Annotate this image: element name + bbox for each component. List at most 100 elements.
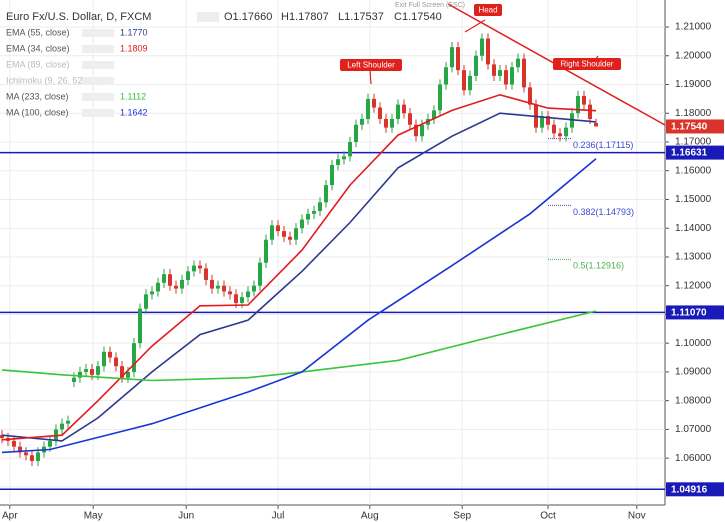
candle-body [209,279,214,289]
candle-body [461,70,466,91]
price-label: 1.11070 [671,308,707,319]
candle-body [377,107,382,119]
candle-body [329,164,334,186]
candle-body [407,113,412,125]
candle-body [575,95,580,114]
fib-label: 0.382(1.14793) [573,207,634,217]
candle-body [233,294,238,303]
candle-body [269,225,274,240]
candle-body [47,440,52,447]
head-pointer [464,19,486,33]
last-price-label: 1.17540 [671,122,708,133]
candle-body [593,123,598,127]
ohlc-high: H1.17807 [281,11,329,23]
candle-body [161,274,166,283]
candle-body [311,210,316,214]
annotation-box [340,59,402,71]
x-tick-label: Sep [453,511,471,522]
candle-body [491,64,496,76]
candle-body [215,285,220,289]
candle-body [113,357,118,367]
candle-body [467,75,472,91]
candle-body [203,268,208,280]
candle-body [437,84,442,111]
candle-body [149,291,154,295]
left-shoulder-pointer [369,69,372,85]
candle-body [257,262,262,286]
legend-name: EMA (89, close) [6,59,70,69]
candle-body [35,452,40,462]
y-tick-label: 1.14000 [675,223,712,234]
candle-body [143,294,148,309]
price-label-box [666,145,724,160]
legend-value: 1.1809 [120,43,148,53]
candle-body [413,124,418,137]
candle-body [107,351,112,358]
candle-body [11,440,16,447]
candle-body [227,291,232,295]
annotation: Right Shoulder [561,60,614,69]
legend-name: Ichimoku (9, 26, 52, 26) [6,75,101,85]
y-tick-label: 1.16000 [675,165,712,176]
legend-icons [82,29,114,37]
candle-body [359,118,364,125]
candle-body [191,265,196,272]
candle-body [305,213,310,220]
legend-icons [82,45,114,53]
legend-value: 1.1642 [120,107,148,117]
candle-body [263,239,268,263]
legend-name: MA (100, close) [6,107,69,117]
candle-body [563,127,568,137]
y-tick-label: 1.19000 [675,79,712,90]
y-tick-label: 1.12000 [675,280,712,291]
y-tick-label: 1.17000 [675,137,712,148]
price-label: 1.04916 [671,484,708,495]
candle-body [179,279,184,289]
candle-body [185,271,190,280]
candle-body [167,274,172,286]
legend-icons [197,12,219,22]
candle-body [341,156,346,160]
candle-body [83,369,88,372]
candle-body [65,420,70,424]
candle-body [431,110,436,119]
candle-body [29,455,34,462]
candle-body [551,124,556,134]
legend-name: MA (233, close) [6,91,69,101]
indicator-line [1,158,597,454]
indicator-line [1,93,597,441]
top-note[interactable]: Exit Full Screen (ESC) [395,2,465,9]
legend-icons [82,77,114,85]
legend-name: EMA (55, close) [6,27,70,37]
x-tick-label: Aug [361,511,379,522]
ohlc-close: C1.17540 [394,11,442,23]
candle-body [545,116,550,125]
candle-body [221,285,226,292]
indicator-line [1,310,597,382]
candle-body [95,366,100,375]
candle-body [119,366,124,378]
y-tick-label: 1.10000 [675,338,712,349]
last-price-box [666,119,724,134]
fib-label: 0.236(1.17115) [573,140,633,150]
candle-body [371,98,376,108]
candle-body [89,369,94,375]
y-tick-label: 1.08000 [675,395,712,406]
candle-body [293,228,298,240]
legend-icons [82,109,114,117]
candle-body [419,124,424,137]
candle-body [449,47,454,68]
candle-body [515,58,520,68]
candle-body [251,285,256,292]
x-tick-label: Jul [272,511,285,522]
candle-body [287,236,292,240]
ohlc-low: L1.17537 [338,11,384,23]
candle-body [443,67,448,85]
candle-body [317,202,322,211]
y-tick-label: 1.06000 [675,453,712,464]
candle-body [23,452,28,456]
ohlc-open: O1.17660 [224,11,272,23]
candle-body [353,124,358,142]
legend-name: EMA (34, close) [6,43,70,53]
